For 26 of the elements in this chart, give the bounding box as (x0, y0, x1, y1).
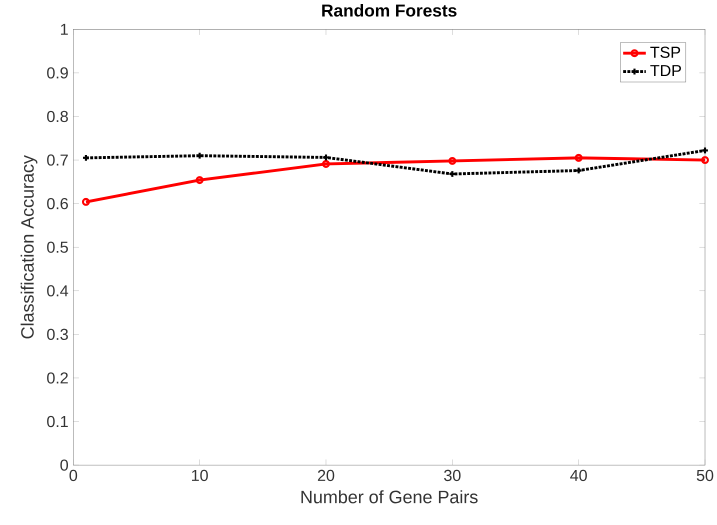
y-tick-label: 0.4 (47, 285, 68, 296)
y-tick-label: 0.5 (47, 242, 68, 253)
point (322, 160, 330, 168)
point (574, 154, 583, 162)
x-tick-label: 10 (192, 470, 208, 482)
x-tick-label: 40 (570, 470, 587, 482)
y-axis-title: Classification Accuracy (20, 155, 38, 338)
x-axis-title: Number of Gene Pairs (301, 490, 478, 504)
legend-label: TDP (650, 65, 681, 76)
x-tick-label: 20 (318, 470, 334, 482)
y-tick-label: 1 (60, 24, 68, 35)
point (448, 156, 456, 165)
y-tick-label: 0.1 (47, 416, 68, 428)
x-tick-label: 0 (70, 470, 78, 482)
y-tick-label: 0.6 (47, 198, 68, 210)
y-tick-label: 0.7 (47, 154, 68, 166)
y-tick-label: 0.8 (47, 110, 68, 122)
y-tick-label: 0.9 (47, 67, 68, 78)
legend-label: TSP (650, 46, 680, 58)
x-tick-label: 50 (696, 470, 714, 482)
point (196, 176, 204, 184)
x-tick-label: 30 (444, 470, 461, 482)
y-tick-label: 0 (60, 459, 68, 471)
y-tick-label: 0.2 (47, 372, 68, 384)
chart-title: Random Forests (322, 4, 457, 17)
y-tick-label: 0.3 (47, 328, 68, 340)
